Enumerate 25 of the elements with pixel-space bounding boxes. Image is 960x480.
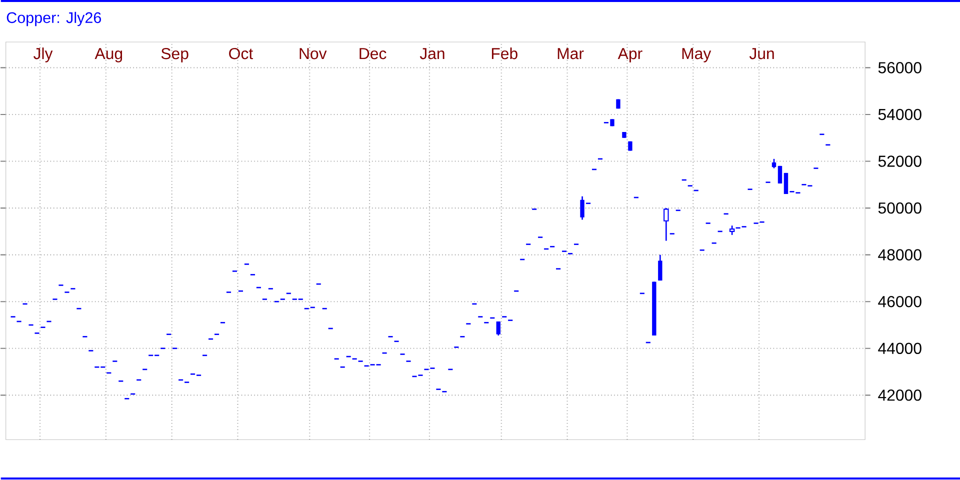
x-tick-label: Nov [300, 48, 327, 60]
candlestick [778, 165, 782, 184]
x-tick-label: Apr [618, 48, 642, 63]
candlestick [729, 225, 735, 236]
candlestick [664, 208, 669, 242]
y-tick-label: 50000 [878, 202, 922, 214]
y-tick-label: 42000 [878, 390, 922, 402]
y-tick-label: 48000 [878, 249, 922, 261]
x-tick-label: Sep [161, 48, 188, 63]
candlestick [772, 158, 776, 170]
x-tick-label: Aug [94, 48, 122, 63]
y-tick-label: 52000 [878, 156, 922, 168]
x-tick-label: Mar [558, 48, 584, 60]
x-tick-label: Feb [492, 48, 518, 60]
x-tick-label: Jan [420, 48, 444, 60]
chart-title: Copper: Jly26 [6, 12, 101, 26]
y-tick-label: 46000 [878, 296, 922, 308]
y-tick-label: 44000 [878, 342, 922, 354]
x-tick-label: Jun [749, 48, 774, 60]
x-tick-label: May [682, 48, 712, 63]
x-tick-label: Jly [34, 48, 53, 63]
y-tick-label: 54000 [878, 109, 922, 120]
x-tick-label: Oct [229, 48, 253, 60]
y-tick-label: 56000 [878, 62, 922, 74]
x-tick-label: Dec [360, 48, 386, 60]
